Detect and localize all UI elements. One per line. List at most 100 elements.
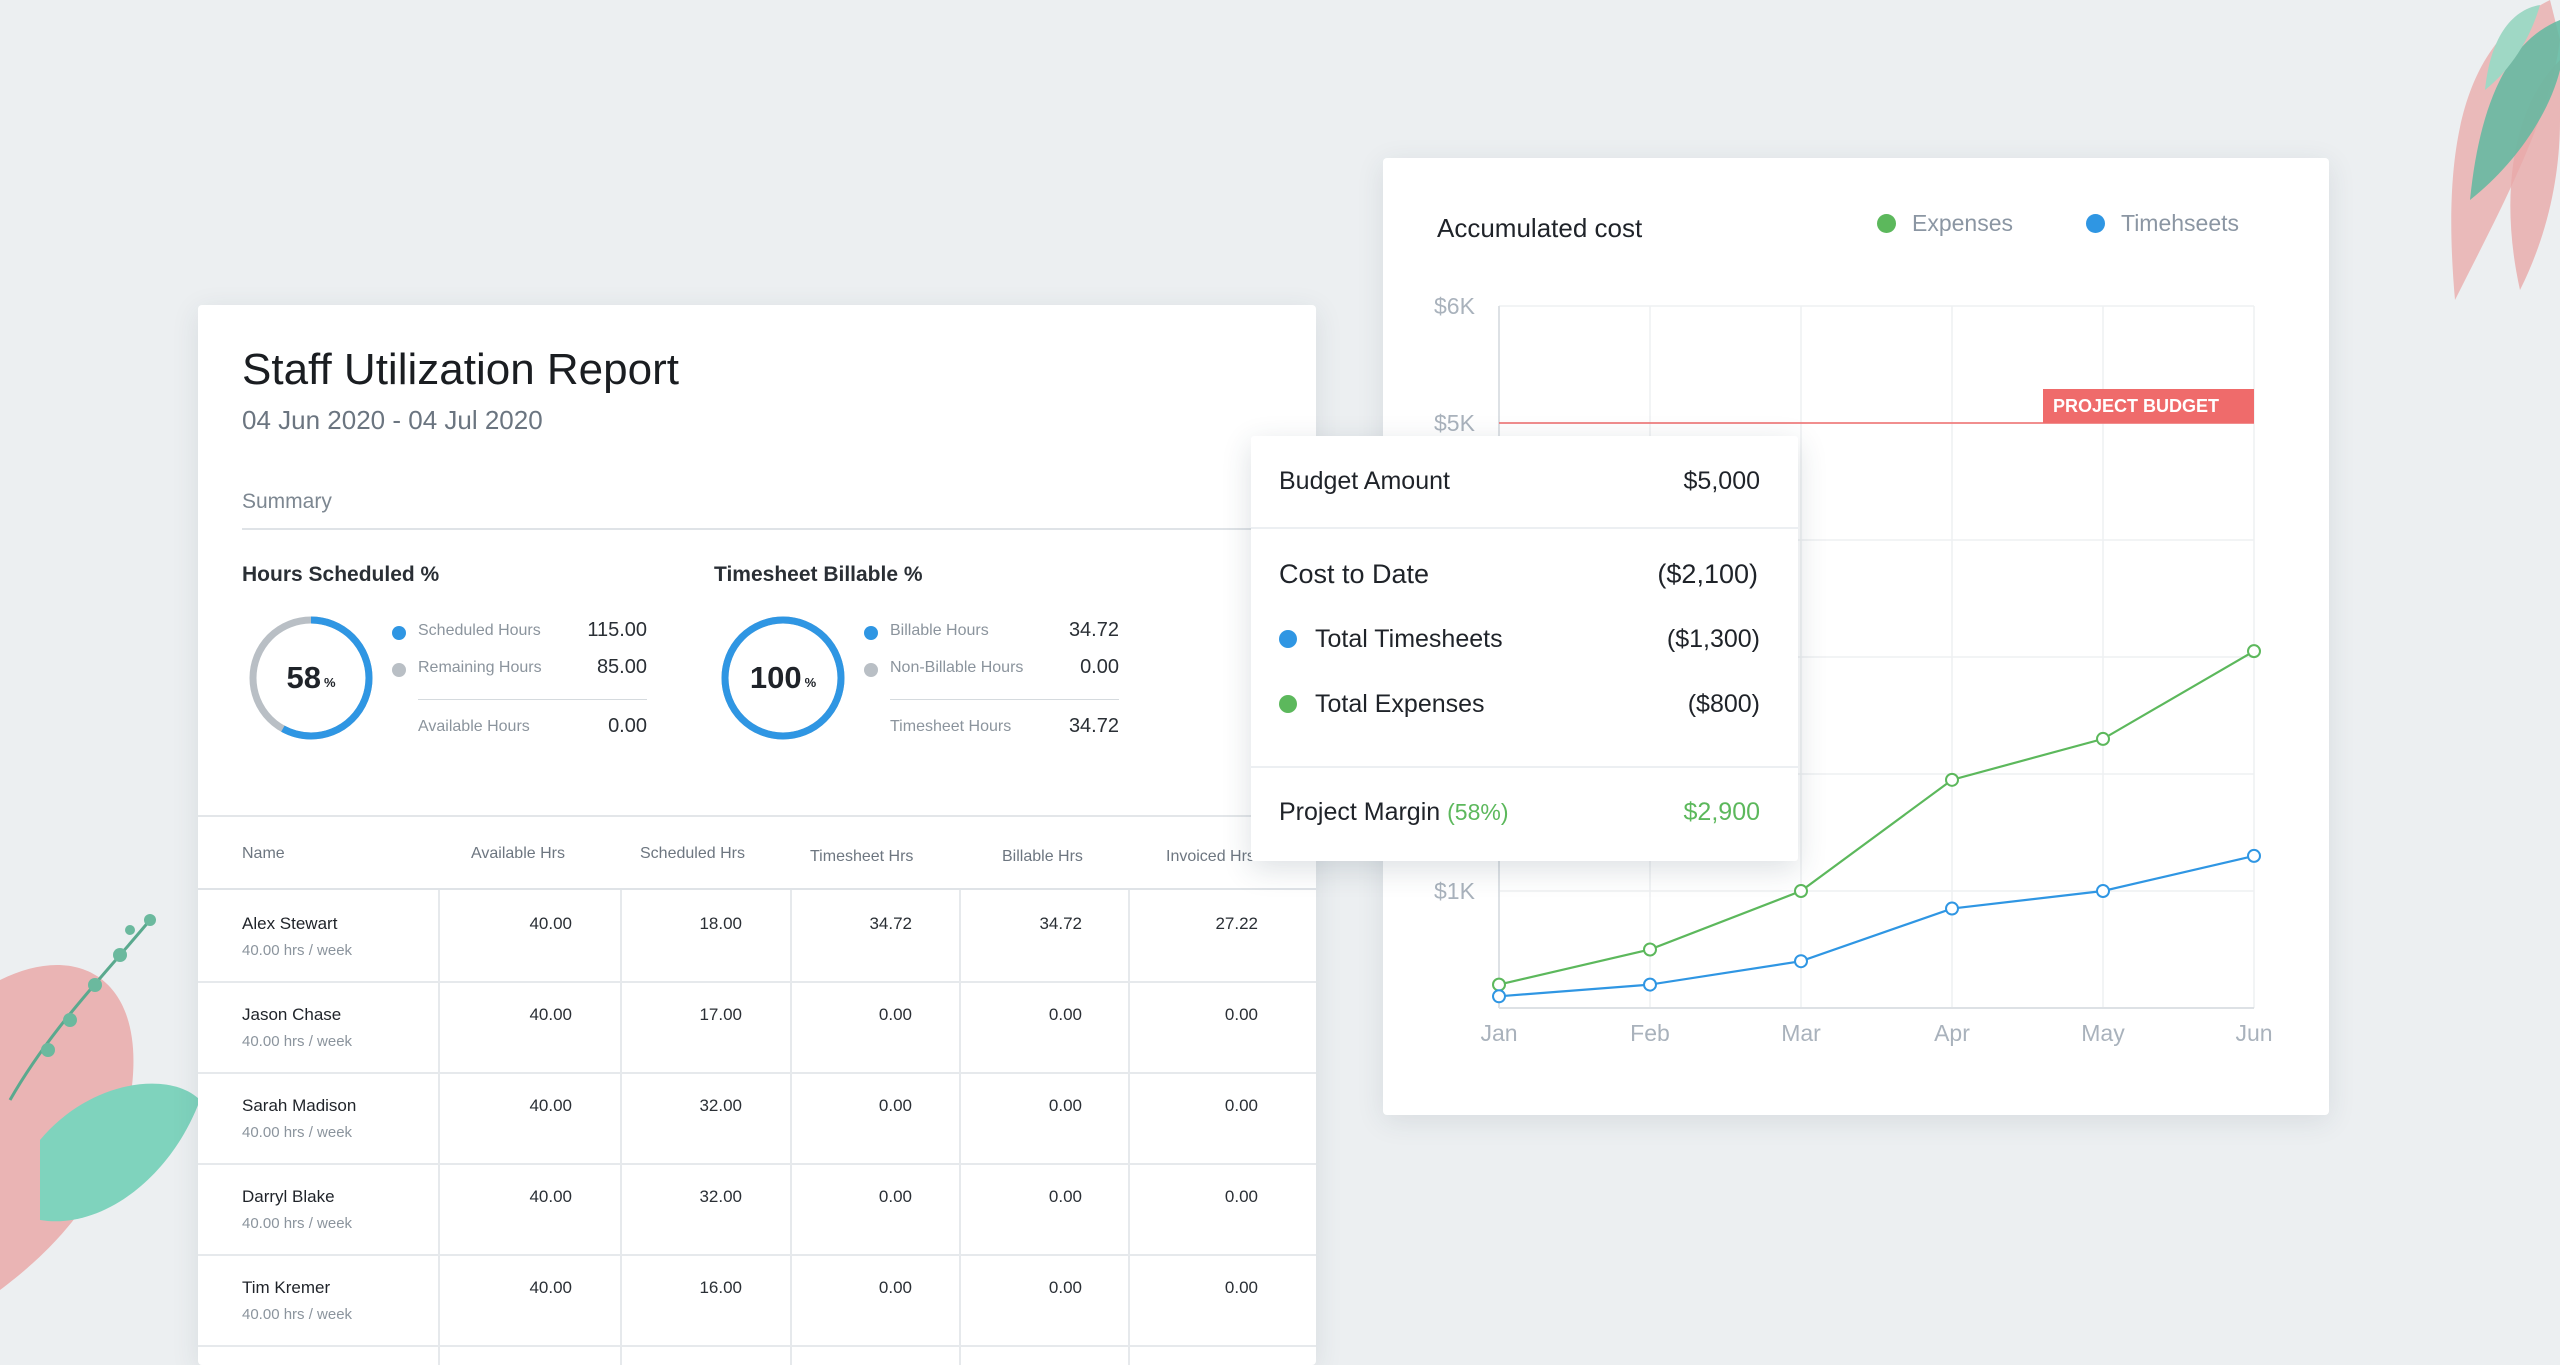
scheduled-hrs-cell: 16.00 (699, 1278, 742, 1297)
staff-weekly-hours: 40.00 hrs / week (242, 942, 353, 959)
data-point-timehseets (1945, 901, 1959, 916)
column-divider (620, 890, 622, 1365)
data-point-timehseets (2247, 848, 2261, 863)
table-row[interactable]: Tim Kremer 40.00 hrs / week 40.00 16.00 … (198, 1254, 1316, 1347)
data-point-expenses (2247, 644, 2261, 659)
billable-hrs-cell: 0.00 (1048, 1278, 1082, 1297)
table-top-divider (198, 815, 1316, 817)
blue-dot-icon (864, 626, 878, 640)
table-row[interactable]: Jason Chase 40.00 hrs / week 40.00 17.00… (198, 981, 1316, 1074)
column-header-available-hrs[interactable]: Available Hrs (471, 845, 565, 862)
data-point-expenses (1492, 977, 1506, 992)
billable-hrs-cell: 34.72 (1039, 914, 1082, 933)
invoiced-hrs-cell: 0.00 (1224, 1187, 1258, 1206)
hours-scheduled-ring (249, 616, 373, 740)
data-point-timehseets (1643, 977, 1657, 992)
legend-item-billable-hours: Billable Hours 34.72 (864, 618, 1119, 655)
series-line-timehseets (1498, 854, 2255, 998)
timesheet-hrs-cell: 0.00 (878, 1278, 912, 1297)
total-timesheets-value: ($1,300) (1666, 625, 1760, 653)
timesheet-hrs-cell: 0.00 (878, 1005, 912, 1024)
report-date-range: 04 Jun 2020 - 04 Jul 2020 (242, 405, 543, 435)
staff-name: Tim Kremer (242, 1278, 331, 1297)
table-row[interactable]: Darryl Blake 40.00 hrs / week 40.00 32.0… (198, 1163, 1316, 1256)
staff-name: Alex Stewart (242, 914, 338, 933)
column-header-invoiced-hrs[interactable]: Invoiced Hrs (1166, 848, 1255, 865)
hours-scheduled-title: Hours Scheduled % (242, 563, 440, 586)
column-header-billable-hrs[interactable]: Billable Hrs (1002, 848, 1083, 865)
total-timesheets-row: Total Timesheets ($1,300) (1279, 625, 1760, 654)
x-tick-label: Jun (2235, 1020, 2272, 1046)
budget-amount-value: $5,000 (1683, 467, 1760, 495)
popover-divider (1251, 527, 1798, 529)
scheduled-hrs-cell: 32.00 (699, 1096, 742, 1115)
project-margin-label: Project Margin (1279, 798, 1441, 826)
legend-item-remaining-hours: Remaining Hours 85.00 (392, 655, 647, 692)
data-point-expenses (1794, 884, 1808, 898)
project-budget-label: PROJECT BUDGET (2053, 396, 2219, 416)
invoiced-hrs-cell: 0.00 (1224, 1278, 1258, 1297)
column-divider (790, 890, 792, 1365)
data-point-expenses (1643, 942, 1657, 957)
staff-weekly-hours: 40.00 hrs / week (242, 1033, 353, 1050)
project-margin-row: Project Margin (58%) $2,900 (1279, 798, 1760, 827)
data-point-timehseets (1492, 989, 1506, 1004)
project-budget-badge (2043, 389, 2254, 423)
scheduled-hrs-cell: 17.00 (699, 1005, 742, 1024)
total-timesheets-label: Total Timesheets (1315, 625, 1503, 653)
report-title: Staff Utilization Report (242, 345, 679, 394)
available-hrs-cell: 40.00 (529, 1005, 572, 1024)
staff-name: Jason Chase (242, 1005, 342, 1024)
blue-dot-icon (392, 626, 406, 640)
available-hrs-cell: 40.00 (529, 1278, 572, 1297)
hours-scheduled-metric: Hours Scheduled % 58% Scheduled Hours 11… (242, 563, 662, 740)
x-tick-label: May (2081, 1020, 2125, 1046)
timesheet-hrs-cell: 0.00 (878, 1187, 912, 1206)
timesheet-billable-percent: 100% (749, 660, 817, 695)
x-tick-label: Feb (1630, 1020, 1670, 1046)
table-header-divider (198, 888, 1316, 890)
scheduled-hrs-cell: 32.00 (699, 1187, 742, 1206)
column-header-name[interactable]: Name (242, 845, 285, 862)
table-row[interactable]: Alex Stewart 40.00 hrs / week 40.00 18.0… (198, 890, 1316, 983)
summary-divider (242, 528, 1316, 530)
budget-amount-label: Budget Amount (1279, 467, 1450, 495)
legend-divider (890, 699, 1119, 700)
table-row[interactable]: Sarah Madison 40.00 hrs / week 40.00 32.… (198, 1072, 1316, 1165)
billable-hrs-cell: 0.00 (1048, 1187, 1082, 1206)
y-tick-label: $6K (1434, 293, 1476, 319)
data-point-timehseets (2096, 884, 2110, 898)
cost-to-date-row: Cost to Date ($2,100) (1279, 559, 1760, 590)
budget-amount-row: Budget Amount $5,000 (1279, 467, 1760, 496)
hours-scheduled-legend: Scheduled Hours 115.00 Remaining Hours 8… (392, 618, 647, 737)
column-divider (1128, 890, 1130, 1365)
summary-label: Summary (242, 490, 332, 513)
available-hrs-cell: 40.00 (529, 914, 572, 933)
total-expenses-value: ($800) (1687, 690, 1760, 718)
legend-total-available-hours: Available Hours 0.00 (418, 715, 647, 737)
column-divider (438, 890, 440, 1365)
available-hrs-cell: 40.00 (529, 1187, 572, 1206)
series-line-expenses (1498, 650, 2255, 986)
gray-dot-icon (392, 663, 406, 677)
legend-item-timesheets[interactable]: Timehseets (2086, 210, 2239, 237)
invoiced-hrs-cell: 0.00 (1224, 1096, 1258, 1115)
staff-weekly-hours: 40.00 hrs / week (242, 1306, 353, 1323)
timesheet-hrs-cell: 34.72 (869, 914, 912, 933)
x-tick-label: Jan (1480, 1020, 1517, 1046)
staff-name: Sarah Madison (242, 1096, 357, 1115)
leaf-decoration-bottom-left (0, 914, 200, 1290)
x-tick-label: Apr (1934, 1020, 1970, 1046)
chart-title: Accumulated cost (1437, 213, 1643, 243)
column-header-scheduled-hrs[interactable]: Scheduled Hrs (640, 845, 745, 862)
blue-dot-icon (1279, 630, 1297, 648)
column-header-timesheet-hrs[interactable]: Timesheet Hrs (810, 848, 914, 865)
legend-item-expenses[interactable]: Expenses (1877, 210, 2013, 237)
data-point-expenses (2096, 731, 2110, 746)
cost-to-date-label: Cost to Date (1279, 559, 1430, 589)
scheduled-hrs-cell: 18.00 (699, 914, 742, 933)
billable-hrs-cell: 0.00 (1048, 1096, 1082, 1115)
available-hrs-cell: 40.00 (529, 1096, 572, 1115)
timesheet-hrs-cell: 0.00 (878, 1096, 912, 1115)
y-tick-label: $5K (1434, 410, 1476, 436)
